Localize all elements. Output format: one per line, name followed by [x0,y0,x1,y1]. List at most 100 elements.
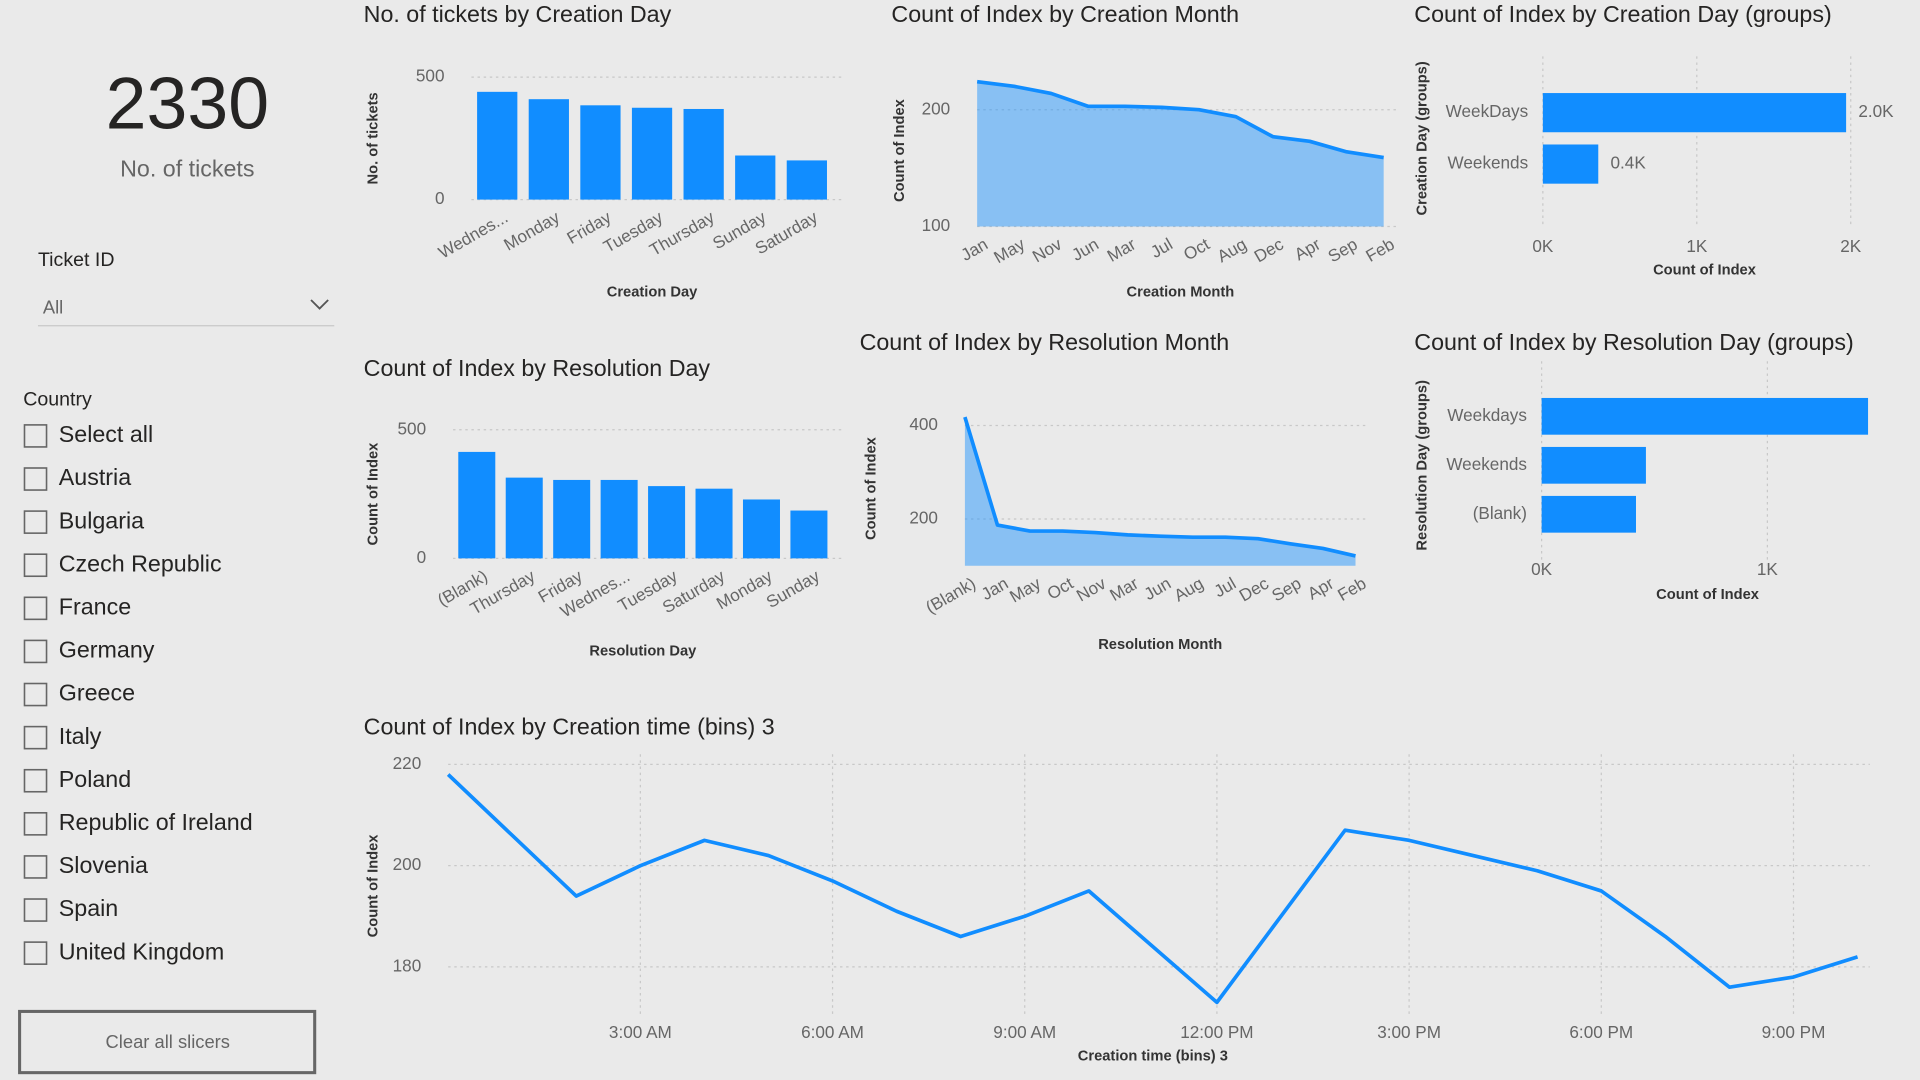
x-tick-label: 12:00 PM [1180,1022,1253,1042]
slicer-item[interactable]: Slovenia [59,852,148,878]
bar [580,105,621,200]
checkbox[interactable] [23,812,48,836]
line [446,773,1859,1005]
slicer-item[interactable]: Austria [59,464,131,490]
x-axis-title: Resolution Day [589,643,697,659]
card-value: 2330 [106,61,269,144]
slicer-item[interactable]: Greece [59,680,135,706]
x-axis-title: Creation Month [1127,285,1235,301]
checkbox[interactable] [23,510,48,534]
x-tick-label: 6:00 AM [801,1022,864,1042]
slicer-item[interactable]: Select all [59,421,153,447]
dropdown-chevron [310,299,329,310]
x-tick-label: 1K [1757,559,1779,579]
bar [505,477,543,559]
bar [683,108,724,200]
checkbox[interactable] [23,941,48,965]
checkbox[interactable] [23,639,48,664]
button-label[interactable]: Clear all slicers [106,1031,230,1052]
dropdown-value[interactable]: All [43,296,63,317]
chart-title: Count of Index by Resolution Day [364,355,711,381]
category-label: WeekDays [1446,101,1528,121]
x-axis-title: Count of Index [1653,262,1757,278]
slicer-item[interactable]: United Kingdom [59,938,224,964]
bar [790,510,828,559]
y-axis-title: Resolution Day (groups) [1415,380,1431,551]
x-axis-title: Creation Day [607,285,698,301]
area [977,81,1384,227]
bar [1542,144,1599,184]
checkbox[interactable] [23,855,48,879]
checkbox[interactable] [23,768,48,793]
data-label: 0.4K [1611,153,1647,173]
x-tick-label: 6:00 PM [1569,1022,1633,1042]
y-tick-label: 400 [909,414,938,434]
slicer-title: Country [23,389,92,411]
slicer-item[interactable]: Poland [59,766,131,792]
bar [600,479,638,559]
dropdown[interactable]: All [37,296,335,327]
bar [695,488,733,559]
bar [648,486,686,559]
category-label: (Blank) [1473,503,1527,523]
slicer-item[interactable]: Republic of Ireland [59,809,253,835]
slicer-item[interactable]: France [59,593,131,619]
button[interactable]: Clear all slicers [18,1009,317,1075]
chart-title: Count of Index by Creation Day (groups) [1414,1,1831,27]
x-tick-label: 0K [1531,559,1553,579]
bar [477,91,518,200]
bar [1541,397,1869,435]
bar [735,155,776,200]
y-axis-title: Count of Index [864,436,880,540]
checkbox[interactable] [23,596,48,621]
y-tick-label: 0 [417,547,427,567]
area [964,417,1356,566]
slicer-item[interactable]: Spain [59,895,118,921]
slicer-item[interactable]: Italy [59,723,102,749]
checkbox[interactable] [23,553,48,578]
slicer-title: Ticket ID [38,249,115,271]
button-frame[interactable] [18,1009,317,1075]
checkbox[interactable] [23,424,48,448]
checkbox[interactable] [23,682,48,707]
x-axis-title: Creation time (bins) 3 [1078,1049,1228,1065]
bar [1541,495,1636,533]
category-label: Weekends [1446,454,1527,474]
bar [742,499,780,559]
checkbox[interactable] [23,898,48,922]
slicer-item[interactable]: Germany [59,637,155,663]
chart-title: No. of tickets by Creation Day [364,1,672,27]
data-label: 2.0K [1858,101,1894,121]
x-tick-label: 1K [1686,236,1708,256]
y-tick-label: 100 [922,215,951,235]
bar [458,451,496,559]
card-label: No. of tickets [120,155,254,181]
y-tick-label: 200 [922,98,951,118]
checkbox[interactable] [23,725,48,750]
slicer-item[interactable]: Czech Republic [59,550,222,576]
bar [528,99,569,200]
chart-title: Count of Index by Creation time (bins) 3 [364,714,775,740]
bar [1541,446,1646,484]
category-label: Weekdays [1447,405,1527,425]
x-tick-label: 2K [1840,236,1862,256]
x-tick-label: 3:00 AM [609,1022,672,1042]
checkbox[interactable] [23,467,48,491]
category-label: Weekends [1448,153,1529,173]
x-tick-label: 0K [1532,236,1554,256]
line [976,79,1384,160]
x-axis-title: Resolution Month [1098,637,1222,653]
y-axis-title: Count of Index [365,442,381,546]
bar [553,479,591,559]
y-tick-label: 500 [398,418,427,438]
slicer-item[interactable]: Bulgaria [59,507,144,533]
x-tick-label: 9:00 AM [993,1022,1056,1042]
y-tick-label: 0 [435,188,445,208]
y-tick-label: 180 [393,955,422,975]
line [963,416,1356,558]
x-axis-title: Count of Index [1656,587,1760,603]
y-axis-title: Count of Index [365,834,381,938]
y-axis-title: Count of Index [892,98,908,202]
